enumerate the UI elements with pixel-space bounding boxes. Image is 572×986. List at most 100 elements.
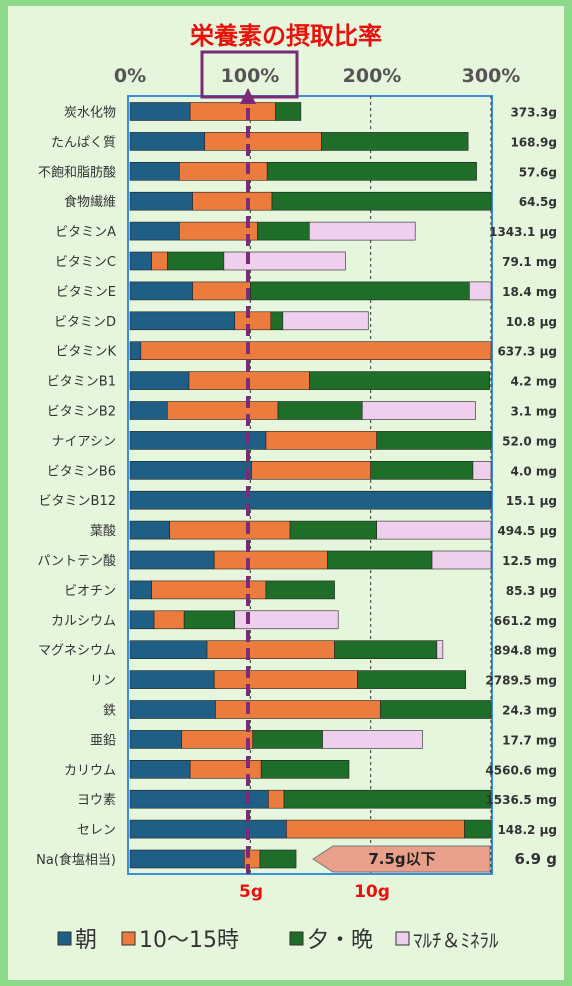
row-amount: 12.5 mg (502, 554, 557, 568)
row-amount: 64.5g (519, 195, 557, 209)
row-label: セレン (77, 823, 116, 838)
legend-swatch (395, 931, 410, 946)
bar-segment (129, 401, 168, 420)
bar-row (129, 849, 297, 869)
row-amount: 1343.1 µg (489, 225, 557, 239)
bar-segment (275, 102, 302, 121)
bar-segment (129, 102, 191, 121)
bar-segment (129, 700, 216, 719)
row-label: 食物繊維 (64, 194, 116, 210)
bar-row (129, 281, 492, 301)
bar-segment (183, 610, 235, 630)
row-label: ビタミンB2 (47, 405, 116, 420)
bar-segment (213, 550, 328, 570)
bar-segment (129, 341, 142, 361)
bar-segment (167, 251, 225, 271)
row-label: 鉄 (103, 704, 116, 719)
bar-segment (189, 759, 262, 779)
bar-segment (129, 759, 191, 779)
sodium-limit-arrow (312, 845, 491, 873)
row-label: Na(食塩相当) (36, 852, 116, 868)
row-label: ビタミンA (55, 225, 116, 240)
bar-segment (370, 460, 474, 480)
x-tick-label: 200% (343, 65, 402, 87)
sodium-limit-label: 7.5g以下 (368, 850, 435, 868)
bar-row (129, 371, 491, 390)
row-label: カルシウム (51, 614, 116, 629)
bar-segment (213, 670, 358, 689)
row-label: ビタミンD (54, 315, 116, 330)
bar-segment (192, 281, 251, 301)
bar-segment (234, 311, 272, 331)
bar-segment (376, 520, 492, 540)
bar-segment (259, 849, 297, 869)
bar-segment (357, 670, 467, 689)
plot-frame (127, 95, 493, 875)
bar-segment (257, 221, 310, 241)
bar-segment (271, 191, 492, 211)
bar-row (129, 431, 492, 450)
row-amount: 637.3 µg (497, 345, 557, 359)
row-label: ビタミンB6 (47, 464, 116, 479)
bar-row (129, 251, 346, 271)
row-label: カリウム (64, 763, 116, 778)
sodium-marker-5g: 5g (239, 882, 263, 902)
bar-segment (129, 191, 193, 211)
sodium-marker-10g: 10g (354, 882, 390, 902)
legend-label: 朝 (75, 928, 97, 953)
bar-segment (129, 580, 152, 600)
row-amount: 2789.5 mg (485, 674, 557, 688)
row-amount: 148.2 µg (497, 823, 557, 837)
row-amount: 4.2 mg (510, 375, 557, 389)
row-label: ビタミンB12 (39, 494, 116, 509)
bar-segment (169, 520, 291, 540)
bar-segment (234, 610, 339, 630)
bar-segment (282, 311, 369, 331)
row-label: たんぱく質 (51, 135, 116, 150)
bar-segment (129, 311, 235, 331)
bar-row (129, 132, 469, 151)
bar-segment (129, 640, 208, 660)
row-amount: 79.1 mg (502, 255, 557, 269)
bar-segment (327, 550, 433, 570)
bar-segment (179, 162, 268, 181)
bar-segment (251, 460, 371, 480)
row-label: パントテン酸 (37, 554, 116, 569)
bar-row (129, 490, 492, 510)
bar-segment (376, 431, 492, 450)
bar-segment (322, 730, 423, 749)
legend-swatch (289, 931, 304, 946)
bar-segment (265, 431, 377, 450)
bar-segment (129, 610, 155, 630)
bar-segment (192, 191, 273, 211)
row-label: ナイアシン (52, 434, 116, 449)
row-label: ビタミンC (55, 255, 116, 270)
bar-segment (181, 730, 254, 749)
legend-label: 夕・晩 (307, 928, 373, 953)
bar-segment (431, 550, 492, 570)
bar-segment (215, 700, 381, 719)
bar-segment (379, 700, 492, 719)
bar-segment (223, 251, 346, 271)
bar-row (129, 759, 350, 779)
chart-title: 栄養素の摂取比率 (189, 22, 382, 50)
bar-row (129, 819, 492, 839)
bar-segment (260, 759, 350, 779)
bar-segment (129, 460, 252, 480)
bar-segment (129, 849, 245, 869)
bar-segment (129, 162, 180, 181)
bar-row (129, 520, 492, 540)
bar-segment (179, 221, 258, 241)
bar-segment (189, 102, 276, 121)
bar-row (129, 460, 492, 480)
bar-segment (252, 730, 323, 749)
bar-segment (129, 371, 190, 390)
bar-row (129, 580, 335, 600)
bar-row (129, 670, 467, 689)
row-amount: 57.6g (519, 165, 557, 179)
row-label: 亜鉛 (90, 733, 116, 748)
bar-segment (129, 281, 193, 301)
bar-row (129, 311, 369, 331)
